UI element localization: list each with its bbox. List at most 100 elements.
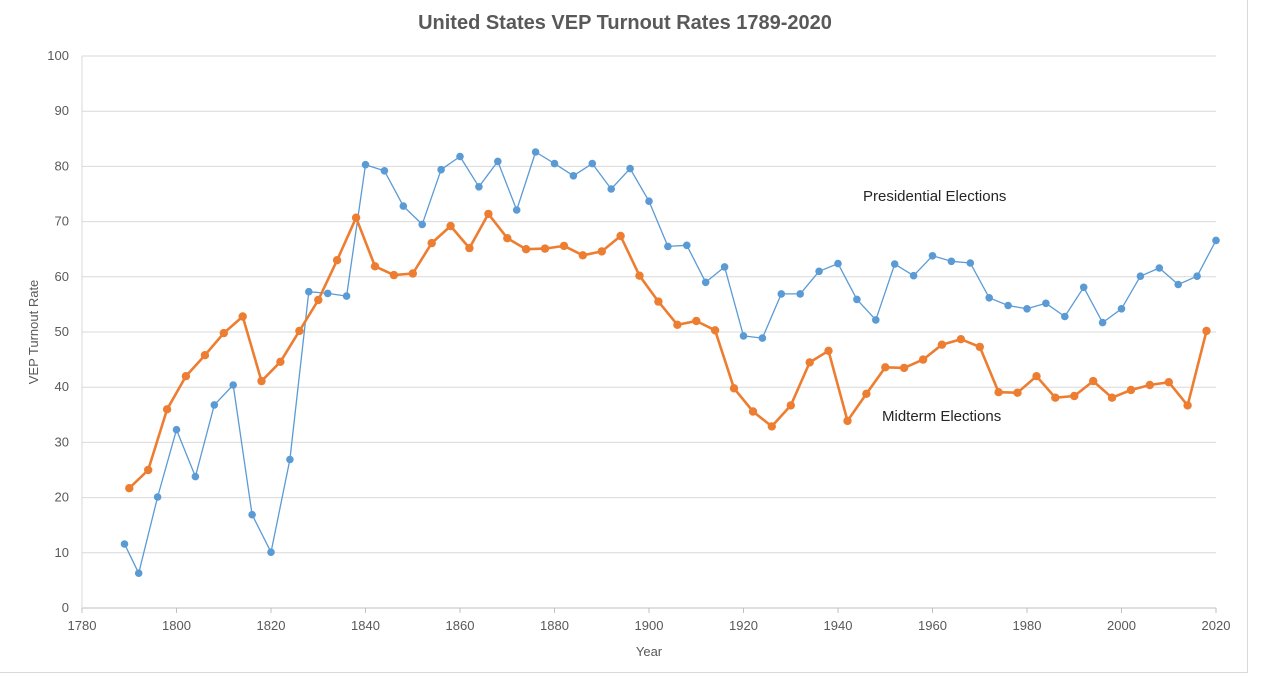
- midterm-point-1994: [1089, 376, 1098, 386]
- midterm-point-1970: [975, 342, 984, 352]
- x-tick-label-1900: 1900: [635, 618, 664, 633]
- chart-frame: [0, 0, 1248, 673]
- presidential-point-1976: [1004, 301, 1012, 310]
- presidential-point-1804: [191, 472, 200, 481]
- presidential-point-1796: [153, 493, 162, 501]
- midterm-point-2018: [1202, 326, 1211, 336]
- presidential-point-1992: [1079, 283, 1088, 292]
- gridlines: [82, 55, 1216, 554]
- presidential-line: [123, 151, 1217, 574]
- x-tick-label-1780: 1780: [68, 618, 97, 633]
- presidential-point-1940: [834, 259, 842, 268]
- presidential-point-1860: [456, 152, 464, 161]
- presidential-point-1808: [210, 401, 219, 409]
- presidential-point-1984: [1042, 299, 1050, 308]
- x-tick-label-2000: 2000: [1107, 618, 1136, 633]
- presidential-point-1896: [626, 164, 634, 173]
- presidential-point-1932: [796, 290, 804, 298]
- midterm-point-1962: [937, 340, 947, 349]
- y-tick-label-20: 20: [55, 490, 69, 505]
- midterm-point-1794: [144, 465, 153, 475]
- midterm-point-1898: [635, 271, 644, 280]
- presidential-point-1832: [323, 289, 332, 298]
- presidential-point-1848: [399, 202, 408, 210]
- y-axis-ticks: 0 10 20 30 40 50 60 70 80 90 100: [47, 48, 69, 615]
- midterm-point-2014: [1183, 401, 1192, 410]
- midterm-point-1878: [540, 244, 550, 253]
- y-tick-label-60: 60: [55, 269, 69, 284]
- y-tick-label-10: 10: [55, 545, 69, 560]
- presidential-point-1988: [1061, 312, 1069, 321]
- y-tick-label-50: 50: [55, 324, 69, 339]
- presidential-point-1876: [531, 148, 540, 156]
- presidential-point-1964: [947, 257, 956, 266]
- midterm-point-1986: [1051, 393, 1060, 402]
- y-axis-title: VEP Turnout Rate: [26, 280, 41, 385]
- x-tick-label-1960: 1960: [918, 618, 947, 633]
- midterm-point-1914: [710, 326, 720, 335]
- chart-title: United States VEP Turnout Rates 1789-202…: [418, 12, 832, 34]
- midterm-point-1866: [484, 209, 493, 219]
- x-tick-label-1940: 1940: [824, 618, 853, 633]
- x-tick-label-1920: 1920: [729, 618, 758, 633]
- presidential-point-1820: [267, 548, 275, 556]
- x-tick-label-1800: 1800: [162, 618, 191, 633]
- y-tick-label-70: 70: [55, 214, 69, 229]
- presidential-point-1880: [550, 159, 559, 168]
- x-tick-label-2020: 2020: [1202, 618, 1231, 633]
- x-axis-title: Year: [636, 644, 663, 659]
- presidential-point-1928: [777, 290, 786, 298]
- presidential-point-1996: [1098, 318, 1107, 327]
- presidential-point-1972: [985, 294, 993, 302]
- presidential-point-1844: [380, 167, 389, 175]
- midterm-point-1910: [692, 316, 701, 326]
- midterm-point-1918: [729, 384, 739, 393]
- presidential-point-1912: [701, 278, 710, 287]
- y-tick-label-30: 30: [55, 434, 69, 449]
- midterm-point-1978: [1013, 388, 1022, 397]
- midterm-point-1874: [521, 245, 531, 254]
- presidential-point-1948: [872, 316, 880, 324]
- presidential-point-2012: [1174, 280, 1182, 289]
- midterm-point-1798: [162, 405, 172, 414]
- x-axis-ticks: 1780 1800 1820 1840 1860 1880 1900 1920 1940 1960…: [68, 608, 1231, 633]
- presidential-series: [120, 148, 1220, 577]
- presidential-point-1868: [494, 157, 502, 166]
- presidential-point-1956: [909, 271, 918, 280]
- presidential-point-2000: [1117, 305, 1126, 313]
- presidential-point-1864: [475, 183, 483, 191]
- presidential-point-1812: [229, 381, 237, 389]
- presidential-point-1924: [758, 334, 767, 342]
- y-tick-label-40: 40: [55, 379, 69, 394]
- presidential-point-1872: [512, 206, 521, 214]
- midterm-point-1966: [956, 335, 966, 344]
- midterm-point-1946: [862, 389, 871, 398]
- y-tick-label-0: 0: [62, 600, 69, 615]
- presidential-point-2008: [1155, 264, 1164, 272]
- midterm-point-1894: [616, 231, 625, 241]
- midterm-series: [125, 209, 1211, 493]
- presidential-point-1892: [607, 185, 615, 193]
- y-tick-label-80: 80: [55, 158, 69, 173]
- midterm-point-1990: [1070, 391, 1079, 401]
- midterm-point-2010: [1164, 378, 1174, 387]
- midterm-point-1818: [257, 376, 266, 386]
- presidential-point-1916: [720, 263, 729, 271]
- midterm-point-1870: [503, 234, 512, 243]
- y-tick-label-90: 90: [55, 103, 69, 118]
- midterm-point-1838: [351, 213, 361, 222]
- midterm-point-2002: [1126, 385, 1136, 395]
- midterm-point-1934: [805, 358, 814, 367]
- presidential-point-1968: [966, 259, 975, 267]
- midterm-point-1846: [389, 270, 399, 280]
- midterm-point-1938: [824, 346, 833, 355]
- presidential-point-1852: [418, 220, 427, 229]
- presidential-point-1908: [683, 241, 691, 250]
- midterm-point-1790: [125, 484, 134, 493]
- presidential-elections-label: Presidential Elections: [863, 188, 1006, 205]
- midterm-point-1810: [219, 328, 228, 338]
- midterm-point-1854: [427, 238, 436, 248]
- midterm-point-1834: [332, 256, 342, 265]
- presidential-point-1888: [588, 159, 597, 168]
